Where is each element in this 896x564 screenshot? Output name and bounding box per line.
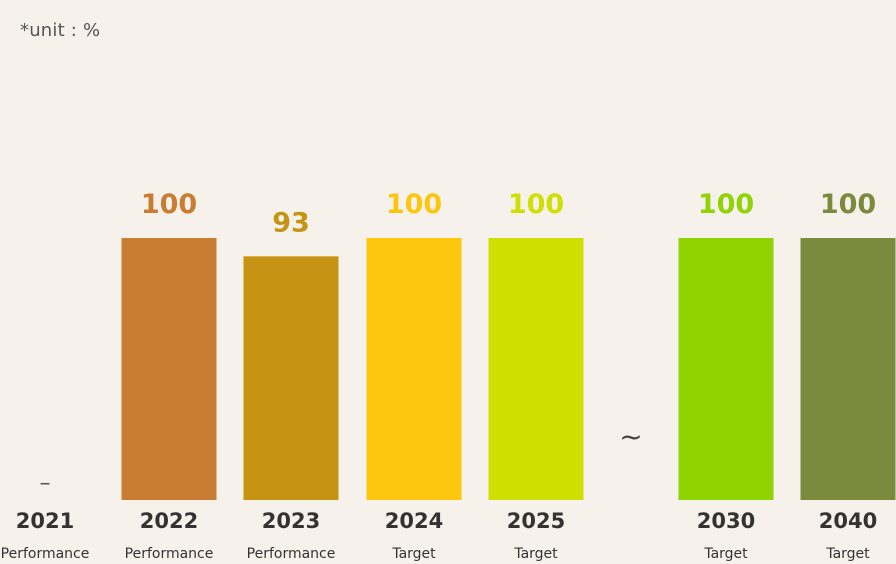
year-label-2024: 2024 <box>385 509 443 533</box>
type-label-2022: Performance <box>125 546 214 562</box>
type-label-2025: Target <box>513 546 558 562</box>
bar-2022 <box>121 238 217 500</box>
type-label-2030: Target <box>703 546 748 562</box>
year-label-2040: 2040 <box>819 509 877 533</box>
bar-2040 <box>800 238 896 500</box>
unit-note: *unit : % <box>20 20 101 41</box>
type-label-2040: Target <box>825 546 870 562</box>
value-label-2023: 93 <box>272 207 310 238</box>
type-label-2021: Performance <box>1 546 90 562</box>
value-label-2021: – <box>40 471 51 496</box>
type-label-2024: Target <box>391 546 436 562</box>
value-label-2025: 100 <box>508 189 564 220</box>
year-label-2025: 2025 <box>507 509 565 533</box>
type-label-2023: Performance <box>247 546 336 562</box>
year-label-2021: 2021 <box>16 509 74 533</box>
bar-2025 <box>488 238 584 500</box>
bar-2024 <box>366 238 462 500</box>
year-label-2022: 2022 <box>140 509 198 533</box>
year-label-2023: 2023 <box>262 509 320 533</box>
value-label-2022: 100 <box>141 189 197 220</box>
value-label-2024: 100 <box>386 189 442 220</box>
value-label-2040: 100 <box>820 189 876 220</box>
bar-2030 <box>678 238 774 500</box>
bar-2023 <box>243 256 339 500</box>
axis-break-mark: ~ <box>619 420 642 453</box>
year-label-2030: 2030 <box>697 509 755 533</box>
value-label-2030: 100 <box>698 189 754 220</box>
